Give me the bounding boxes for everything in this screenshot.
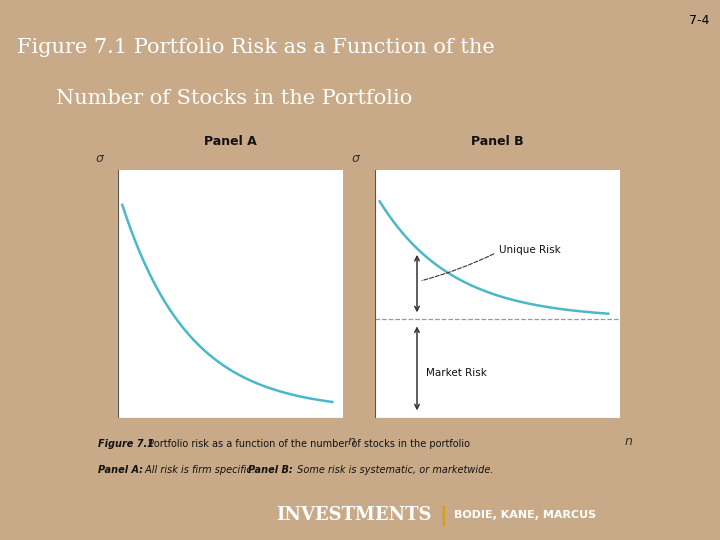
Text: BODIE, KANE, MARCUS: BODIE, KANE, MARCUS: [454, 510, 595, 520]
Text: Market Risk: Market Risk: [426, 368, 487, 379]
Text: Figure 7.1: Figure 7.1: [98, 439, 154, 449]
Text: σ: σ: [96, 152, 104, 165]
Text: All risk is firm specific.: All risk is firm specific.: [142, 465, 258, 475]
Text: Portfolio risk as a function of the number of stocks in the portfolio: Portfolio risk as a function of the numb…: [142, 439, 469, 449]
Text: n: n: [625, 435, 633, 448]
Text: Some risk is systematic, or marketwide.: Some risk is systematic, or marketwide.: [294, 465, 494, 475]
Text: Number of Stocks in the Portfolio: Number of Stocks in the Portfolio: [55, 89, 412, 108]
Text: Panel B:: Panel B:: [248, 465, 293, 475]
Text: n: n: [348, 435, 356, 448]
Text: Figure 7.1 Portfolio Risk as a Function of the: Figure 7.1 Portfolio Risk as a Function …: [17, 38, 495, 57]
Text: σ: σ: [351, 152, 359, 165]
Text: Panel A: Panel A: [204, 134, 257, 147]
Text: INVESTMENTS: INVESTMENTS: [276, 506, 432, 524]
Text: 7-4: 7-4: [689, 14, 709, 26]
Text: Unique Risk: Unique Risk: [499, 245, 560, 255]
Text: Panel B: Panel B: [471, 134, 524, 147]
Text: Panel A:: Panel A:: [98, 465, 143, 475]
Text: |: |: [439, 504, 446, 525]
